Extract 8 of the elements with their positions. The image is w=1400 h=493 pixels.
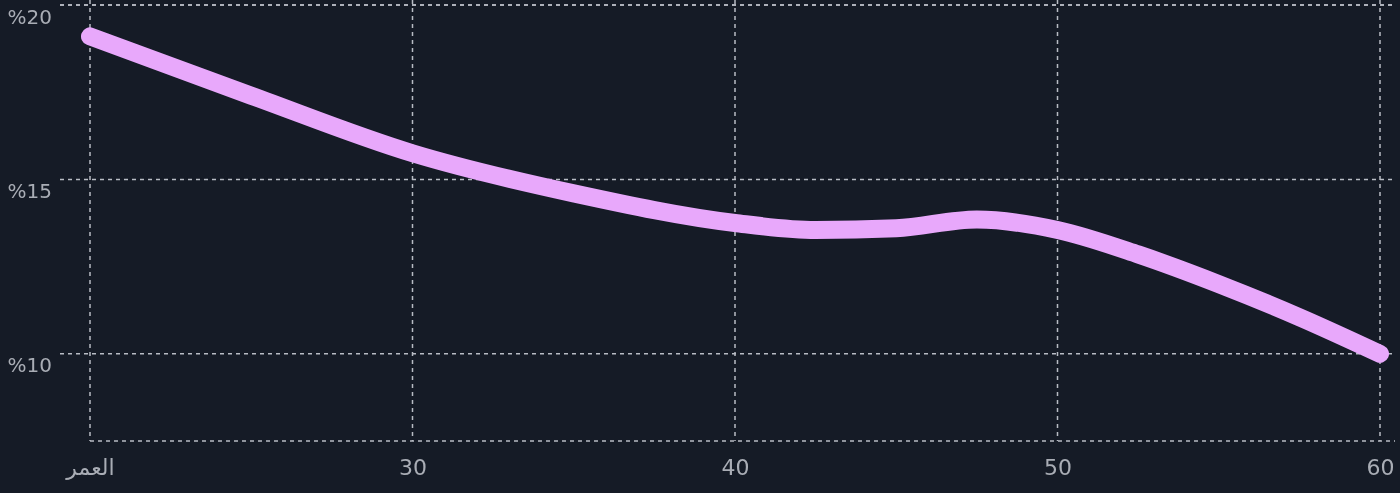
x-tick-label: العمر (65, 454, 115, 480)
y-tick-label: %10 (7, 353, 52, 378)
x-tick-label: 50 (1044, 454, 1072, 480)
x-tick-label: 60 (1366, 454, 1395, 480)
x-tick-label: 40 (721, 454, 750, 480)
y-tick-label: %15 (7, 178, 52, 203)
y-tick-label: %20 (7, 4, 52, 29)
x-tick-label: 30 (399, 454, 427, 480)
